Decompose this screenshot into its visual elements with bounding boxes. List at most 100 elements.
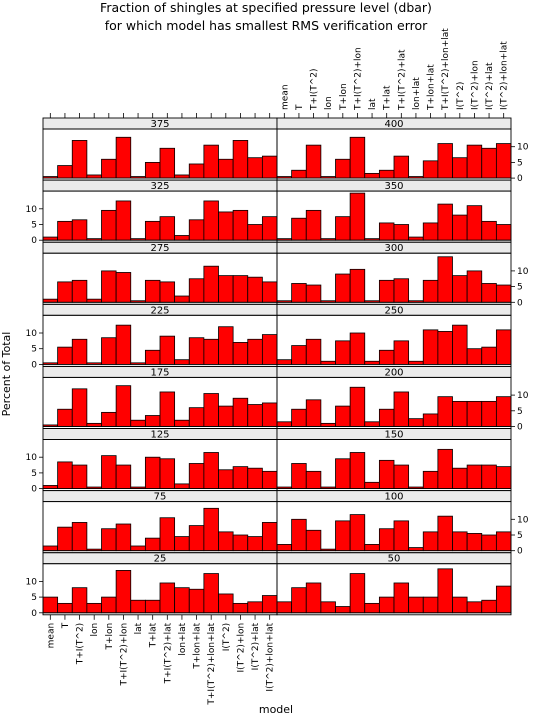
bottom-tick-label-T+lon+lat: T+lon+lat	[193, 622, 203, 669]
bar-275-I(T^2)	[218, 275, 234, 303]
bar-25-lon+lat	[174, 587, 190, 614]
bar-75-T+I(T^2)+lon+lat	[203, 507, 219, 552]
bar-25-mean	[42, 596, 59, 614]
bar-175-T+I(T^2)+lon	[115, 385, 132, 427]
bar-375-T+I(T^2)+lon	[115, 136, 132, 179]
bar-125-T	[57, 461, 73, 490]
bar-400-I(T^2)+lat	[481, 147, 497, 179]
strip-label-75: 75	[154, 492, 167, 503]
bottom-tick-label-T+lon: T+lon	[105, 623, 115, 651]
bar-50-lon	[320, 601, 336, 614]
bar-25-T+I(T^2)+lon	[115, 570, 132, 614]
bar-200-T+lon	[335, 405, 351, 427]
bar-75-T+lon	[101, 528, 117, 552]
bar-400-I(T^2)+lon+lat	[495, 143, 512, 179]
bar-75-T	[57, 526, 73, 552]
y-tick-label-300-10: 10	[517, 267, 529, 277]
bar-50-mean	[276, 601, 293, 614]
bar-50-lon+lat	[408, 596, 424, 614]
bar-275-mean	[42, 298, 59, 303]
bar-275-lon+lat	[174, 295, 190, 303]
bar-200-T+I(T^2)+lon	[349, 386, 366, 427]
bar-125-T+I(T^2)	[71, 464, 88, 489]
bar-150-T+lat	[378, 459, 395, 489]
strip-label-375: 375	[150, 119, 169, 130]
y-tick-label-200-0: 0	[517, 423, 523, 433]
top-tick-label-I(T^2)+lat: I(T^2)+lat	[485, 62, 495, 110]
y-tick-label-225-5: 5	[31, 345, 37, 355]
bar-275-T+lat	[144, 279, 161, 303]
bar-275-T+lon	[101, 270, 117, 303]
bar-275-T+I(T^2)+lon+lat	[203, 265, 219, 303]
bar-25-T+I(T^2)+lon+lat	[203, 573, 219, 614]
bar-275-I(T^2)+lat	[247, 276, 263, 303]
bar-25-I(T^2)	[218, 593, 234, 614]
bar-25-lon	[86, 602, 102, 614]
bar-100-T+I(T^2)+lon	[349, 514, 366, 552]
bar-150-T	[291, 463, 307, 490]
panel-frame-200	[276, 376, 512, 429]
chart-subtitle: for which model has smallest RMS verific…	[105, 18, 428, 33]
panel-frame-150	[276, 439, 512, 492]
y-tick-label-125-5: 5	[31, 469, 37, 479]
bar-300-I(T^2)+lat	[481, 283, 497, 303]
bar-150-lat	[364, 481, 380, 490]
bar-75-lon+lat	[174, 536, 190, 552]
bar-125-T+lon+lat	[188, 463, 205, 490]
bar-350-T+I(T^2)+lat	[393, 224, 410, 241]
panel-100: 100 0 5 10	[276, 490, 529, 557]
bar-350-T+lon+lat	[422, 222, 439, 241]
bar-250-I(T^2)	[452, 324, 468, 365]
bar-200-I(T^2)+lon	[466, 400, 483, 427]
panel-300: 300 0 5 10	[276, 241, 529, 308]
bar-250-lon	[320, 360, 336, 365]
top-tick-label-lat: lat	[368, 98, 378, 110]
panel-frame-350	[276, 190, 512, 243]
top-tick-label-T+lon: T+lon	[339, 83, 349, 111]
bar-300-T+lat	[378, 279, 395, 303]
strip-label-200: 200	[384, 367, 403, 378]
bar-325-T+lon+lat	[188, 219, 205, 241]
bar-100-I(T^2)+lon	[466, 533, 483, 552]
top-tick-label-mean: mean	[280, 84, 290, 110]
bar-75-T+lat	[144, 537, 161, 552]
bar-250-T+lat	[378, 349, 395, 365]
y-tick-label-100-5: 5	[517, 531, 523, 541]
bar-75-I(T^2)+lon+lat	[261, 522, 278, 552]
bar-25-T	[57, 602, 73, 614]
bar-175-lat	[130, 419, 146, 427]
bar-50-I(T^2)	[452, 596, 468, 614]
strip-label-175: 175	[150, 367, 169, 378]
bar-250-I(T^2)+lat	[481, 346, 497, 365]
bar-350-T+I(T^2)+lon+lat	[437, 203, 453, 241]
strip-label-250: 250	[384, 305, 403, 316]
panel-200: 200 0 5 10	[276, 365, 529, 433]
bar-350-I(T^2)	[452, 214, 468, 241]
bottom-category-axis: mean T T+I(T^2) lon T+lon T+I(T^2)+lon lat T+la…	[46, 614, 276, 706]
y-tick-label-100-10: 10	[517, 515, 529, 525]
bar-350-T+lon	[335, 216, 351, 241]
bar-400-I(T^2)	[452, 157, 468, 179]
panel-25: 25 0 5 10	[26, 552, 278, 619]
bar-300-I(T^2)	[452, 275, 468, 303]
top-tick-label-lon+lat: lon+lat	[412, 77, 422, 110]
bar-200-lat	[364, 421, 380, 427]
strip-label-125: 125	[150, 430, 169, 441]
bar-150-I(T^2)	[452, 467, 468, 490]
top-tick-label-T+I(T^2): T+I(T^2)	[310, 69, 320, 111]
bar-225-T+I(T^2)+lon+lat	[203, 338, 219, 365]
bar-250-T+I(T^2)	[305, 338, 322, 365]
bar-50-T+lon+lat	[422, 596, 439, 614]
bar-200-I(T^2)+lat	[481, 400, 497, 427]
top-tick-label-I(T^2)+lon: I(T^2)+lon	[470, 60, 480, 110]
bar-375-I(T^2)+lon	[232, 140, 249, 179]
bar-150-T+I(T^2)+lon+lat	[437, 448, 453, 490]
bar-400-T+lon+lat	[422, 160, 439, 179]
y-tick-label-100-0: 0	[517, 547, 523, 557]
bar-100-T+lon	[335, 520, 351, 552]
bar-275-T+I(T^2)+lat	[159, 281, 176, 303]
bar-75-lat	[130, 545, 146, 552]
bar-50-I(T^2)+lat	[481, 599, 497, 614]
top-category-axis: mean T T+I(T^2) lon T+lon T+I(T^2)+lon lat T+la…	[49, 28, 510, 118]
y-tick-label-200-10: 10	[517, 391, 529, 401]
